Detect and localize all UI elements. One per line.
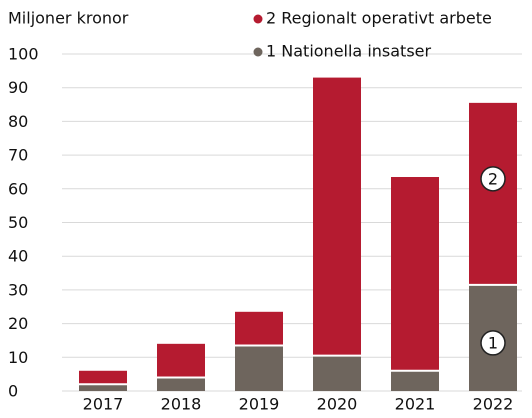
bar-segment: [79, 370, 127, 385]
y-tick-label: 80: [8, 112, 28, 131]
bar-segment: [235, 311, 283, 346]
y-tick-label: 20: [8, 314, 28, 333]
chart-title: Miljoner kronor: [8, 9, 129, 28]
x-tick-label: 2020: [317, 395, 358, 414]
x-tick-label: 2018: [161, 395, 202, 414]
bar-segment: [157, 377, 205, 391]
y-tick-label: 10: [8, 348, 28, 367]
y-tick-label: 50: [8, 213, 28, 232]
y-tick-label: 30: [8, 280, 28, 299]
legend-swatch: [253, 47, 263, 57]
y-tick-label: 40: [8, 247, 28, 266]
y-tick-label: 60: [8, 179, 28, 198]
bar-segment: [391, 177, 439, 371]
bar-segment: [157, 343, 205, 378]
bar-segment: [391, 370, 439, 391]
bar-segment: [313, 77, 361, 356]
annotation-circle: [480, 330, 506, 356]
bar-segment: [235, 345, 283, 391]
legend-label: 2 Regionalt operativt arbete: [266, 9, 492, 28]
y-tick-label: 90: [8, 78, 28, 97]
y-tick-label: 70: [8, 146, 28, 165]
legend-swatch: [253, 14, 263, 24]
annotation-label: 2: [488, 169, 498, 188]
y-tick-label: 0: [8, 382, 18, 401]
legend-label: 1 Nationella insatser: [266, 42, 431, 61]
x-tick-label: 2019: [239, 395, 280, 414]
x-tick-label: 2017: [83, 395, 124, 414]
bar-segment: [469, 102, 517, 285]
x-tick-label: 2022: [473, 395, 514, 414]
bar-segment: [79, 384, 127, 391]
annotation-label: 1: [488, 333, 498, 352]
bar-segment: [313, 355, 361, 391]
annotation-circle: [480, 166, 506, 192]
x-tick-label: 2021: [395, 395, 436, 414]
y-tick-label: 100: [8, 45, 39, 64]
